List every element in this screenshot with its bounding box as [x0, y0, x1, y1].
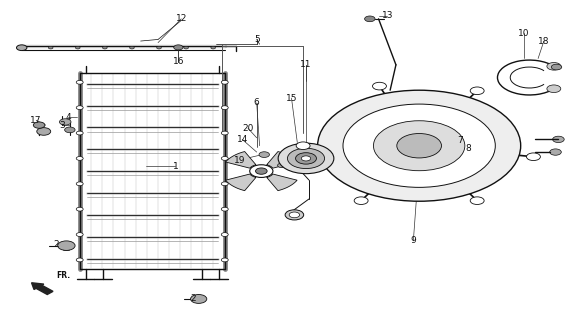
Circle shape — [364, 16, 375, 22]
Circle shape — [222, 156, 229, 160]
Circle shape — [250, 165, 273, 178]
Circle shape — [255, 168, 267, 174]
Circle shape — [222, 182, 229, 186]
Polygon shape — [266, 174, 297, 191]
Circle shape — [129, 46, 134, 49]
Polygon shape — [226, 152, 256, 168]
Circle shape — [58, 241, 75, 251]
Circle shape — [76, 182, 83, 186]
Circle shape — [76, 80, 83, 84]
Circle shape — [354, 197, 368, 204]
Circle shape — [259, 152, 269, 157]
Circle shape — [552, 64, 562, 70]
Text: 16: 16 — [173, 57, 184, 66]
Circle shape — [37, 128, 51, 135]
Circle shape — [76, 131, 83, 135]
Circle shape — [222, 207, 229, 211]
FancyArrow shape — [31, 283, 53, 294]
Circle shape — [550, 149, 561, 155]
Text: 12: 12 — [175, 14, 187, 23]
Circle shape — [75, 46, 80, 49]
Circle shape — [547, 62, 561, 70]
Circle shape — [33, 122, 45, 128]
Circle shape — [222, 131, 229, 135]
Text: 20: 20 — [243, 124, 254, 133]
Text: 2: 2 — [190, 294, 196, 303]
Text: 4: 4 — [65, 113, 71, 122]
Text: FR.: FR. — [56, 271, 70, 280]
Circle shape — [470, 197, 484, 204]
Text: 1: 1 — [173, 162, 178, 171]
Circle shape — [76, 106, 83, 109]
Circle shape — [65, 127, 75, 133]
Circle shape — [373, 82, 387, 90]
Text: 2: 2 — [54, 240, 59, 249]
Text: 18: 18 — [538, 36, 550, 45]
Circle shape — [103, 46, 107, 49]
Circle shape — [191, 294, 207, 303]
Circle shape — [296, 142, 310, 149]
Circle shape — [76, 233, 83, 236]
Circle shape — [59, 119, 71, 125]
Circle shape — [222, 233, 229, 236]
Circle shape — [222, 258, 229, 262]
Circle shape — [278, 163, 286, 168]
Circle shape — [287, 148, 325, 169]
Text: 11: 11 — [300, 60, 312, 69]
Text: 8: 8 — [466, 144, 471, 153]
Circle shape — [278, 143, 334, 174]
Circle shape — [343, 104, 496, 188]
Circle shape — [76, 207, 83, 211]
Polygon shape — [266, 152, 297, 168]
Text: 3: 3 — [59, 121, 65, 130]
Circle shape — [553, 136, 564, 142]
Circle shape — [374, 121, 465, 171]
Text: 14: 14 — [237, 135, 248, 144]
Circle shape — [289, 212, 300, 218]
Circle shape — [397, 133, 441, 158]
Ellipse shape — [16, 45, 27, 51]
Circle shape — [76, 258, 83, 262]
Text: 6: 6 — [254, 99, 259, 108]
Text: 7: 7 — [457, 136, 463, 146]
Polygon shape — [226, 174, 256, 191]
Text: 13: 13 — [381, 11, 393, 20]
Circle shape — [547, 85, 561, 92]
Circle shape — [222, 80, 229, 84]
Circle shape — [301, 156, 311, 161]
Circle shape — [285, 210, 304, 220]
Circle shape — [222, 106, 229, 109]
Text: 9: 9 — [410, 236, 416, 245]
Circle shape — [184, 46, 188, 49]
Circle shape — [526, 153, 540, 161]
Text: 5: 5 — [254, 35, 259, 44]
Circle shape — [174, 45, 183, 50]
Text: 10: 10 — [518, 28, 529, 38]
Circle shape — [211, 46, 216, 49]
Text: 15: 15 — [286, 94, 297, 103]
Circle shape — [318, 90, 521, 201]
Text: 19: 19 — [234, 156, 245, 164]
Circle shape — [470, 87, 484, 95]
Circle shape — [157, 46, 161, 49]
Circle shape — [48, 46, 53, 49]
Circle shape — [76, 156, 83, 160]
Circle shape — [296, 153, 317, 164]
Text: 17: 17 — [30, 116, 42, 125]
